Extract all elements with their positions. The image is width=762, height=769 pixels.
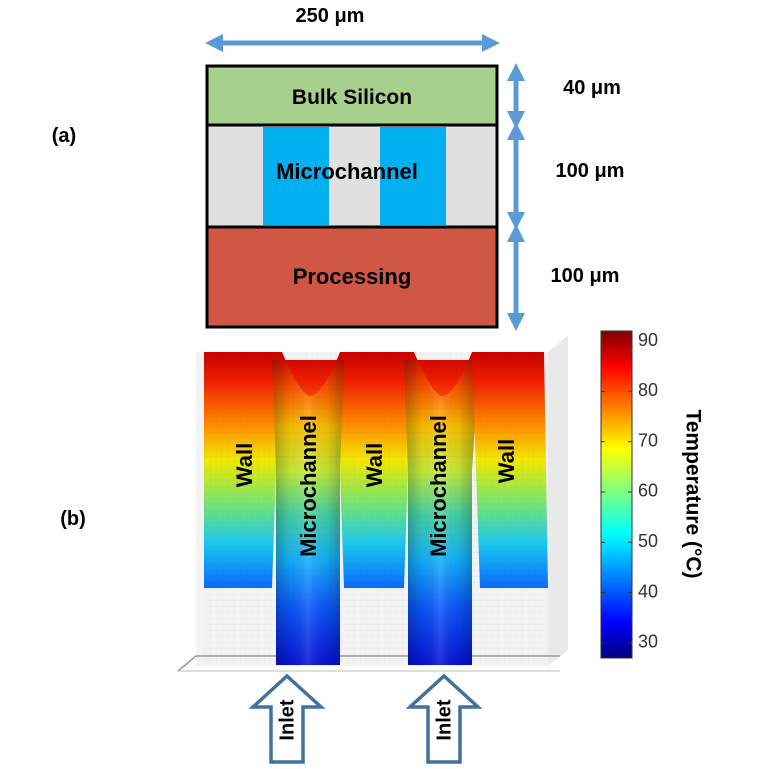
region-label-wall-2: Wall — [362, 443, 387, 487]
microchannel-thickness-label: 100 μm — [556, 160, 625, 182]
panel-b-label: (b) — [60, 508, 86, 530]
inlet-arrow-shape-2 — [405, 673, 483, 764]
inlet-arrow-2: Inlet — [405, 673, 483, 764]
microchannel-layer-label: Microchannel — [276, 159, 418, 184]
region-label-microchannel-1: Microchannel — [296, 415, 321, 557]
panel-a-label: (a) — [52, 125, 76, 147]
colorbar-gradient — [600, 330, 633, 659]
processing-label: Processing — [293, 264, 412, 289]
panel-b: (b) Wall Microchannel Wall Microchannel … — [60, 330, 704, 764]
plot-side-wall — [548, 336, 568, 666]
colorbar-tick-label: 30 — [638, 632, 658, 652]
width-dimension-label: 250 μm — [296, 5, 365, 27]
inlet-arrow-1: Inlet — [248, 673, 326, 764]
inlet-arrow-shape-1 — [248, 673, 326, 764]
inlet-label-1: Inlet — [276, 699, 298, 740]
colorbar-tick-label: 90 — [638, 330, 658, 350]
bulk-silicon-label: Bulk Silicon — [292, 86, 412, 109]
microchannel-layer — [205, 123, 499, 229]
colorbar-title: Temperature (°C) — [681, 409, 704, 578]
temperature-surface: Wall Microchannel Wall Microchannel Wall — [204, 352, 548, 665]
colorbar-tick-label: 60 — [638, 481, 658, 501]
region-label-wall-1: Wall — [232, 443, 257, 487]
region-label-wall-3: Wall — [494, 439, 519, 483]
region-label-microchannel-2: Microchannel — [426, 415, 451, 557]
bulk-thickness-label: 40 μm — [563, 77, 621, 99]
channel-slot-1 — [263, 127, 329, 225]
panel-a: (a) 250 μm Bulk Silicon Microchannel Pro… — [52, 5, 625, 331]
colorbar: 90 80 70 60 50 40 30 Temperature (°C) — [600, 330, 704, 659]
colorbar-ticks: 90 80 70 60 50 40 30 — [601, 330, 658, 652]
processing-thickness-label: 100 μm — [551, 265, 620, 287]
processing-layer — [205, 225, 499, 329]
colorbar-tick-label: 40 — [638, 581, 658, 601]
colorbar-tick-label: 80 — [638, 380, 658, 400]
colorbar-tick-label: 50 — [638, 531, 658, 551]
surface-mesh — [204, 352, 548, 665]
inlet-label-2: Inlet — [433, 699, 455, 740]
colorbar-tick-label: 70 — [638, 430, 658, 450]
channel-slot-2 — [380, 127, 446, 225]
